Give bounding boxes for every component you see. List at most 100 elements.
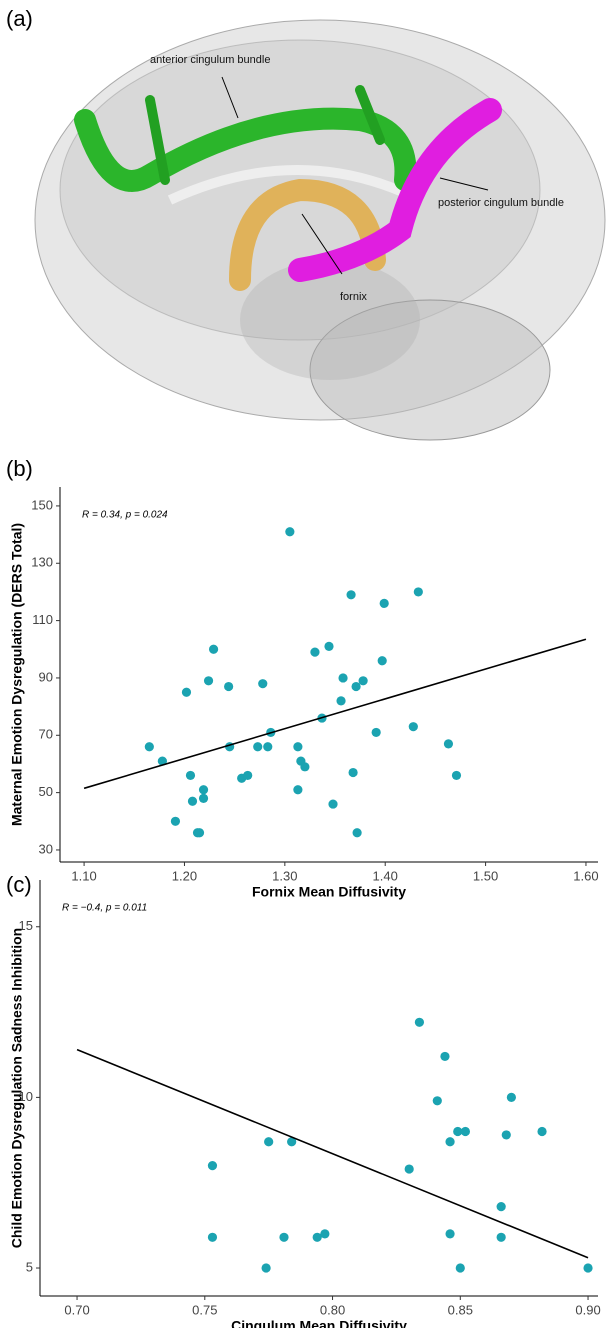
point	[279, 1232, 289, 1242]
panel-label: (b)	[6, 456, 33, 481]
point	[203, 676, 214, 686]
x-tick-label: 1.60	[573, 868, 598, 883]
x-tick-label: 1.50	[473, 868, 498, 883]
point	[224, 681, 234, 692]
point	[379, 598, 389, 608]
point	[187, 796, 198, 806]
point	[348, 767, 358, 778]
point	[440, 1051, 450, 1062]
point	[453, 1126, 463, 1137]
y-tick-label: 150	[31, 497, 53, 512]
point	[537, 1126, 547, 1137]
regression-line	[83, 638, 587, 790]
point	[501, 1130, 511, 1140]
y-axis-title: Child Emotion Dysregulation Sadness Inhi…	[9, 928, 25, 1248]
y-tick-label: 10	[19, 1089, 33, 1104]
point	[324, 641, 334, 652]
point	[293, 785, 303, 795]
y-tick-label: 5	[26, 1259, 33, 1274]
point	[264, 1137, 274, 1147]
point	[198, 785, 209, 795]
point	[496, 1201, 506, 1212]
point	[261, 1263, 271, 1273]
point	[445, 1229, 455, 1239]
arrow	[439, 177, 489, 191]
point	[338, 673, 348, 683]
point	[336, 696, 346, 706]
point	[287, 1137, 297, 1147]
point	[460, 1126, 470, 1137]
point	[496, 1232, 506, 1242]
y-tick-label: 30	[39, 841, 53, 856]
tract-branch	[145, 85, 385, 185]
point	[455, 1263, 465, 1273]
arrow	[301, 213, 343, 275]
point	[328, 799, 338, 809]
point	[320, 1229, 330, 1239]
y-axis-title: Maternal Emotion Dysregulation (DERS Tot…	[9, 523, 25, 826]
point	[185, 770, 196, 781]
point	[263, 742, 273, 752]
y-tick-label: 70	[39, 727, 53, 742]
regression-line	[76, 1048, 589, 1259]
point	[300, 762, 310, 772]
point	[258, 679, 268, 689]
cerebellum	[309, 299, 551, 441]
point	[346, 590, 356, 600]
point	[310, 647, 320, 657]
point	[371, 727, 381, 738]
point	[451, 770, 462, 781]
point	[358, 676, 368, 686]
x-tick-label: 1.10	[71, 868, 96, 883]
point	[404, 1164, 414, 1174]
point	[198, 793, 209, 803]
point	[293, 742, 303, 752]
point	[414, 1017, 425, 1027]
brain-illustration: anterior cingulum bundle posterior cingu…	[34, 19, 606, 441]
brainstem	[240, 260, 420, 380]
y-tick-label: 50	[39, 784, 53, 799]
annotation: R = 0.34, p = 0.024	[82, 510, 168, 521]
point	[243, 770, 253, 781]
y-tick-label: 130	[31, 555, 53, 570]
arrow	[221, 76, 239, 119]
point	[312, 1232, 322, 1242]
point	[170, 816, 181, 826]
x-tick-label: 1.20	[172, 868, 197, 883]
point	[351, 681, 361, 692]
point	[194, 828, 205, 838]
point	[253, 742, 263, 752]
x-axis-title: Cingulum Mean Diffusivity	[231, 1318, 407, 1328]
point	[157, 756, 167, 766]
point	[144, 742, 154, 752]
x-tick-label: 0.70	[64, 1302, 89, 1317]
corpus-callosum	[167, 165, 423, 205]
x-tick-label: 0.75	[192, 1302, 217, 1317]
point	[445, 1137, 455, 1147]
y-tick-label: 15	[19, 918, 33, 933]
x-tick-label: 0.80	[320, 1302, 345, 1317]
point	[443, 739, 454, 749]
panel-label: (a)	[6, 6, 33, 31]
point	[181, 687, 192, 697]
x-tick-label: 1.40	[373, 868, 398, 883]
anterior-cingulum-tract	[74, 107, 417, 192]
point	[352, 828, 362, 838]
point	[285, 527, 295, 537]
point	[413, 587, 423, 597]
x-tick-label: 1.30	[272, 868, 297, 883]
point	[583, 1263, 593, 1273]
point	[207, 1232, 218, 1242]
x-axis-title: Fornix Mean Diffusivity	[252, 884, 406, 900]
fornix-tract	[229, 178, 386, 291]
posterior-cingulum-tract	[288, 98, 502, 282]
brain-label: posterior cingulum bundle	[438, 197, 564, 209]
annotation: R = −0.4, p = 0.011	[62, 903, 147, 914]
brain-label: anterior cingulum bundle	[150, 54, 270, 66]
point	[377, 656, 387, 666]
y-tick-label: 110	[32, 612, 53, 627]
x-tick-label: 0.90	[575, 1302, 600, 1317]
point	[506, 1092, 516, 1102]
point	[408, 722, 418, 732]
